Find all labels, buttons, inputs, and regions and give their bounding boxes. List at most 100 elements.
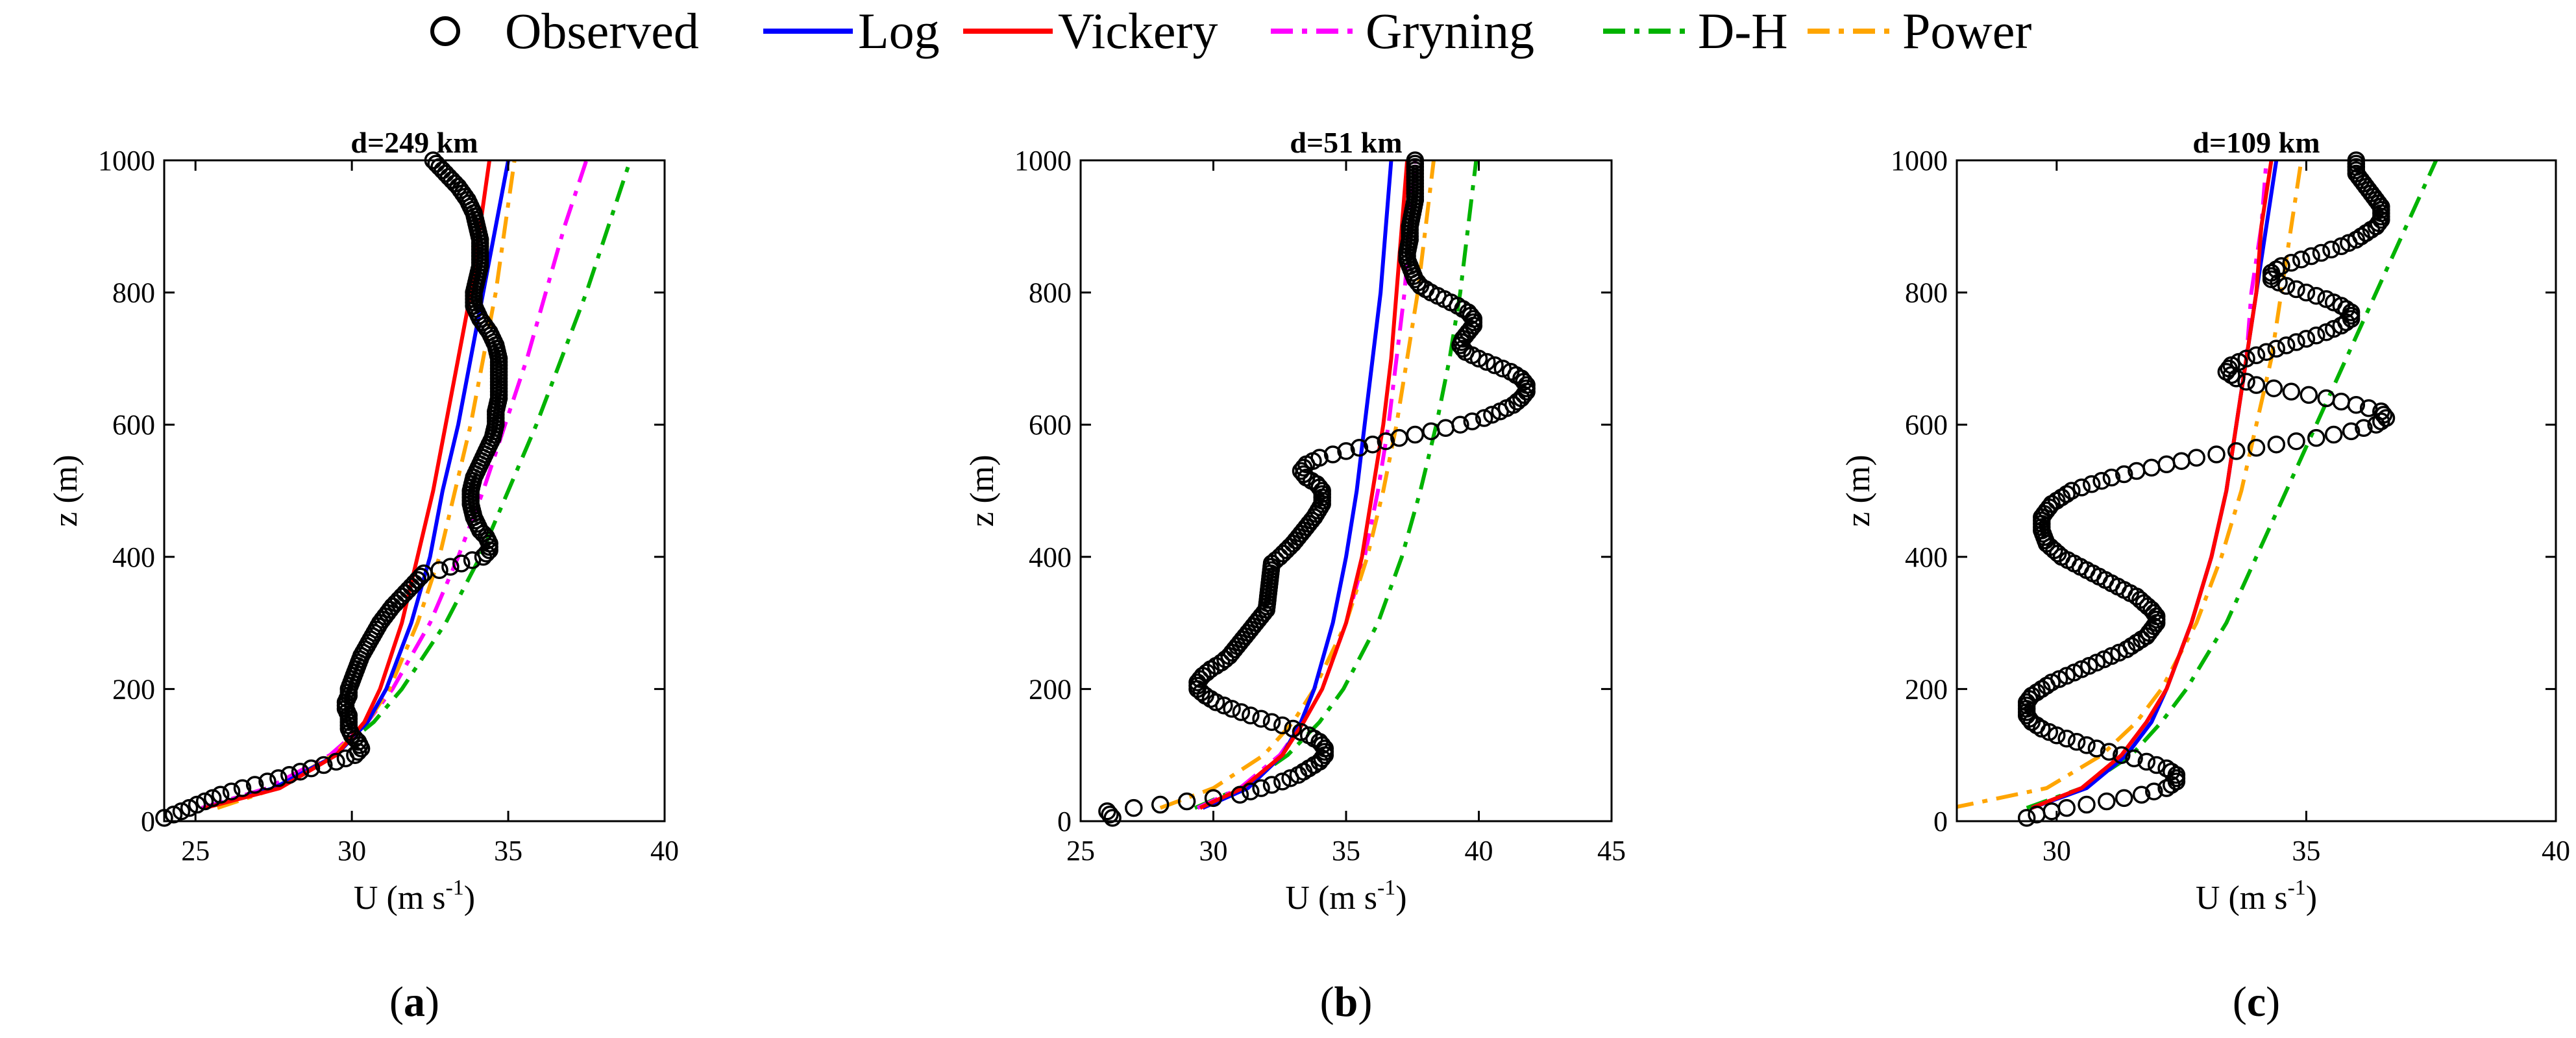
y-tick-label: 800 (1905, 277, 1948, 309)
series-vickery-line (2031, 160, 2274, 810)
legend-item-observed: Observed (430, 3, 699, 59)
observed-point (2282, 254, 2301, 272)
observed-point (2115, 465, 2133, 484)
observed-point (164, 806, 183, 824)
y-tick-label: 800 (112, 277, 155, 309)
panel-label: (c) (2233, 978, 2280, 1026)
x-tick-label: 35 (494, 835, 522, 867)
panel-title: d=109 km (2192, 126, 2320, 159)
y-tick-label: 200 (112, 673, 155, 705)
observed-point (195, 792, 214, 811)
y-tick-label: 400 (1029, 541, 1072, 573)
y-tick-label: 200 (1905, 673, 1948, 705)
observed-point (1310, 449, 1329, 467)
observed-point (2100, 743, 2118, 761)
observed-point (1273, 772, 1292, 791)
observed-point (2057, 730, 2076, 748)
observed-point (1204, 789, 1223, 808)
observed-point (2227, 442, 2246, 460)
observed-point (1475, 409, 1493, 427)
observed-point (2297, 283, 2316, 302)
observed-point (1273, 716, 1292, 735)
observed-point (2282, 382, 2301, 401)
observed-point (302, 759, 321, 778)
x-tick-label: 45 (1597, 835, 1626, 867)
observed-point (2137, 752, 2156, 771)
observed-point (349, 743, 367, 761)
observed-point (2082, 475, 2101, 493)
observed-point (2342, 422, 2361, 441)
observed-point (2057, 798, 2076, 817)
observed-point (463, 551, 482, 569)
observed-point (188, 795, 206, 814)
y-tick-label: 0 (1057, 806, 1072, 837)
panel-2: 25 30 35 40 45 0 200 400 600 800 1000 d=51 km U (m s… (964, 126, 1626, 1026)
observed-point (2287, 333, 2305, 351)
observed-point (1493, 359, 1512, 378)
observed-point (2247, 376, 2266, 394)
observed-point (2277, 336, 2296, 354)
observed-point (291, 762, 310, 781)
observed-point (222, 782, 241, 800)
legend-item-gryning: Gryning (1271, 3, 1534, 59)
observed-point (1151, 795, 1170, 814)
x-tick-label: 30 (337, 835, 366, 867)
y-tick-label: 0 (1933, 806, 1948, 837)
observed-point (2237, 373, 2255, 391)
legend-item-log: Log (763, 3, 940, 59)
observed-point (180, 798, 199, 817)
series-dh-line (1194, 160, 1478, 810)
observed-point (2098, 792, 2116, 811)
observed-point (280, 765, 299, 784)
observed-point (2317, 389, 2335, 408)
observed-point (452, 554, 471, 573)
y-axis-label: z (m) (1840, 454, 1877, 526)
observed-point (2307, 327, 2325, 345)
observed-point (2312, 243, 2331, 262)
panel-title: d=51 km (1290, 126, 1402, 159)
legend: Observed Log Vickery Gryning D-H Power (430, 3, 2031, 59)
observed-points (2017, 151, 2396, 827)
y-tick-label: 0 (141, 806, 155, 837)
series-dh-line (2026, 160, 2438, 810)
y-tick-label: 600 (1029, 409, 1072, 441)
y-tick-label: 1000 (1891, 145, 1948, 177)
x-tick-label: 35 (1332, 835, 1360, 867)
observed-point (2145, 782, 2163, 800)
y-tick-label: 800 (1029, 277, 1072, 309)
observed-point (1299, 726, 1318, 745)
observed-point (2207, 445, 2226, 463)
observed-point (1350, 439, 1369, 457)
observed-point (1252, 710, 1270, 728)
observed-point (2115, 789, 2133, 808)
observed-points (1098, 151, 1536, 827)
observed-point (2300, 386, 2318, 404)
observed-point (2157, 759, 2176, 778)
observed-point (2307, 286, 2325, 305)
observed-point (1463, 412, 1482, 430)
y-tick-label: 200 (1029, 673, 1072, 705)
legend-item-vickery: Vickery (963, 3, 1218, 59)
observed-point (1323, 445, 1342, 463)
x-tick-label: 35 (2292, 835, 2320, 867)
series-power-line (1957, 160, 2303, 809)
observed-point (2287, 432, 2305, 451)
observed-point (427, 154, 445, 173)
x-axis-label: U (m s-1) (1285, 876, 1406, 917)
observed-point (2359, 399, 2378, 417)
observed-points (155, 151, 508, 827)
observed-point (411, 567, 430, 586)
y-tick-label: 600 (1905, 409, 1948, 441)
observed-point (2087, 739, 2106, 758)
legend-power-label: Power (1902, 3, 2031, 59)
x-axis-label: U (m s-1) (354, 876, 475, 917)
axes-frame (1956, 159, 2557, 822)
observed-point (1284, 719, 1302, 738)
x-tick-label: 40 (650, 835, 679, 867)
observed-point (1262, 776, 1281, 794)
observed-point (2113, 746, 2131, 764)
observed-point (2307, 428, 2325, 447)
observed-point (1486, 356, 1504, 375)
